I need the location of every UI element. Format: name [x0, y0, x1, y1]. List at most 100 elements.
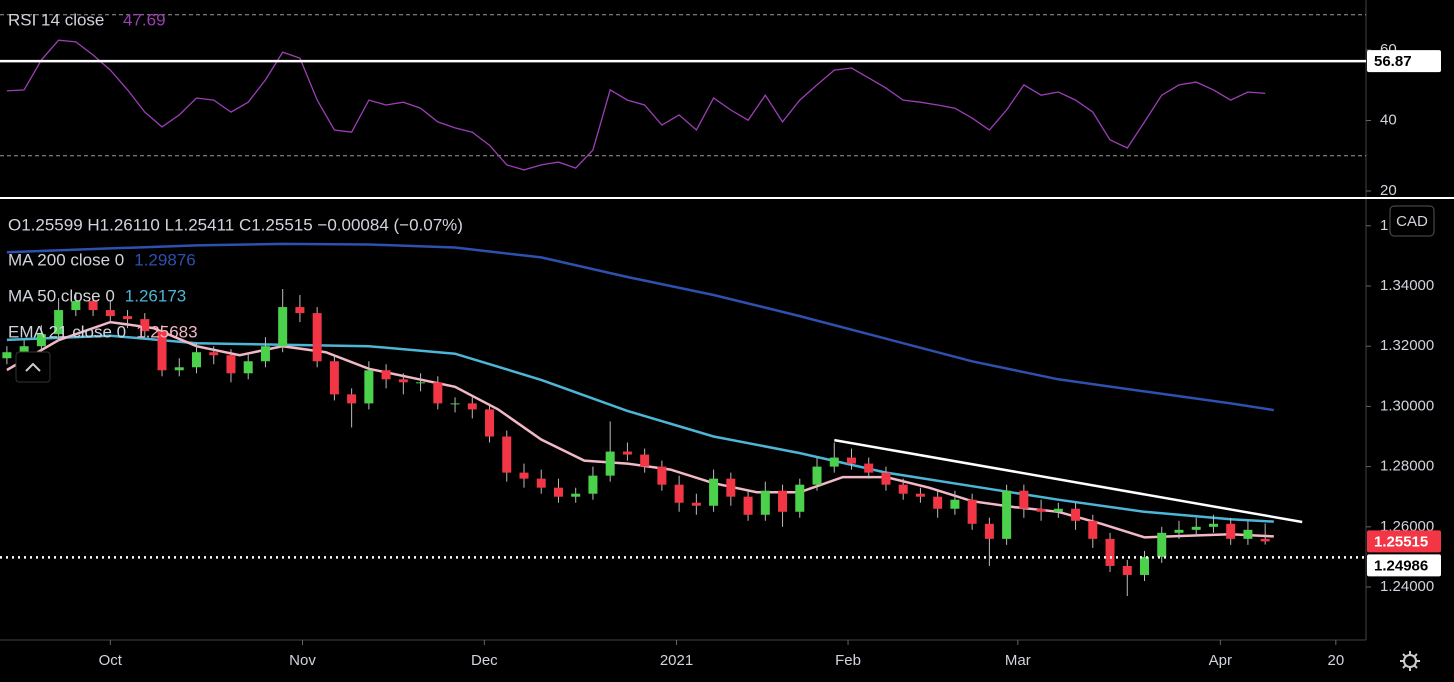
- x-tick-label: Dec: [471, 652, 498, 669]
- x-tick-label: Mar: [1005, 652, 1031, 669]
- series-line: [6, 334, 1274, 523]
- candle-body: [1140, 556, 1150, 575]
- candle-body: [967, 499, 977, 524]
- candle-body: [88, 301, 98, 311]
- candle-body: [1122, 565, 1132, 575]
- candle-body: [1174, 529, 1184, 533]
- candle-body: [950, 499, 960, 509]
- legend-name: RSI 14 close: [8, 10, 104, 29]
- candle-body: [915, 493, 925, 497]
- legend-value: 1.25683: [136, 322, 197, 341]
- candle-body: [1002, 490, 1012, 539]
- legend-name: MA 200 close 0: [8, 250, 124, 269]
- legend-name: EMA 21 close 0: [8, 322, 126, 341]
- settings-icon[interactable]: [1400, 651, 1420, 671]
- x-tick-label: 2021: [660, 652, 693, 669]
- ohlc-legend: O1.25599 H1.26110 L1.25411 C1.25515 −0.0…: [8, 215, 463, 234]
- candle-body: [864, 463, 874, 473]
- candle-body: [536, 478, 546, 488]
- candle-body: [1088, 520, 1098, 539]
- y-tick-label: 1.32000: [1380, 337, 1434, 354]
- candle-body: [640, 454, 650, 467]
- currency-label: CAD: [1396, 213, 1428, 230]
- candle-body: [1243, 529, 1253, 539]
- candle-body: [1157, 532, 1167, 557]
- candle-body: [209, 352, 219, 356]
- candle-body: [398, 379, 408, 383]
- x-tick-label: Oct: [99, 652, 123, 669]
- candle-body: [709, 478, 719, 506]
- last-price-tag: 1.25515: [1374, 533, 1428, 550]
- candle-body: [829, 457, 839, 467]
- candle-body: [657, 466, 667, 485]
- legend-value: 47.69: [123, 10, 166, 29]
- legend-name: MA 50 close 0: [8, 286, 115, 305]
- candle-body: [795, 484, 805, 512]
- candle-body: [881, 472, 891, 485]
- x-tick-label: Apr: [1209, 652, 1232, 669]
- candle-body: [984, 523, 994, 539]
- candle-body: [191, 352, 201, 368]
- legend-value: 1.29876: [134, 250, 195, 269]
- candle-body: [1226, 523, 1236, 539]
- candle-body: [364, 370, 374, 404]
- candle-body: [295, 307, 305, 314]
- candle-body: [933, 496, 943, 509]
- candle-body: [347, 394, 357, 404]
- candle-body: [846, 457, 856, 464]
- candle-body: [381, 370, 391, 380]
- y-tick-label: 40: [1380, 111, 1397, 128]
- candle-body: [1053, 508, 1063, 512]
- candle-body: [54, 310, 64, 335]
- currency-button[interactable]: CAD: [1389, 205, 1435, 237]
- candle-body: [898, 484, 908, 494]
- candle-body: [588, 475, 598, 494]
- level-tag-box: [1367, 50, 1441, 73]
- candle-body: [243, 361, 253, 374]
- candle-body: [519, 472, 529, 479]
- gear-teeth: [1400, 651, 1420, 671]
- candle-body: [1208, 523, 1218, 527]
- candle-body: [553, 487, 563, 497]
- y-tick-label: 20: [1380, 182, 1397, 199]
- y-tick-label: 1.24000: [1380, 578, 1434, 595]
- candle-body: [674, 484, 684, 503]
- candle-body: [2, 352, 12, 359]
- button-frame[interactable]: [15, 351, 51, 383]
- candle-body: [140, 319, 150, 332]
- button-frame[interactable]: [1389, 205, 1435, 237]
- candle-body: [778, 490, 788, 512]
- candle-body: [622, 451, 632, 455]
- candle-body: [1191, 526, 1201, 530]
- last-price-tag-box: [1367, 530, 1441, 553]
- candle-body: [226, 355, 236, 374]
- candle-body: [1105, 538, 1115, 566]
- candle-body: [485, 409, 495, 437]
- candle-body: [157, 331, 167, 371]
- scroll-up-button[interactable]: [15, 351, 51, 383]
- x-tick-label: Nov: [289, 652, 316, 669]
- candle-body: [105, 310, 115, 317]
- candle-body: [571, 493, 581, 497]
- candle-body: [1036, 508, 1046, 512]
- candle-body: [450, 403, 460, 405]
- candle-body: [467, 403, 477, 410]
- candle-body: [19, 346, 29, 353]
- y-tick-label: 1.28000: [1380, 458, 1434, 475]
- candle-body: [433, 382, 443, 404]
- candle-body: [260, 346, 270, 362]
- legend-value: 1.26173: [125, 286, 186, 305]
- support-tag-box: [1367, 554, 1441, 577]
- x-tick-label: Feb: [835, 652, 861, 669]
- trendline: [834, 438, 1303, 524]
- candle-body: [743, 496, 753, 515]
- candle-body: [502, 436, 512, 473]
- candle-body: [691, 502, 701, 506]
- candle-body: [71, 301, 81, 311]
- series-line: [6, 242, 1274, 412]
- candle-body: [812, 466, 822, 485]
- candle-body: [278, 307, 288, 347]
